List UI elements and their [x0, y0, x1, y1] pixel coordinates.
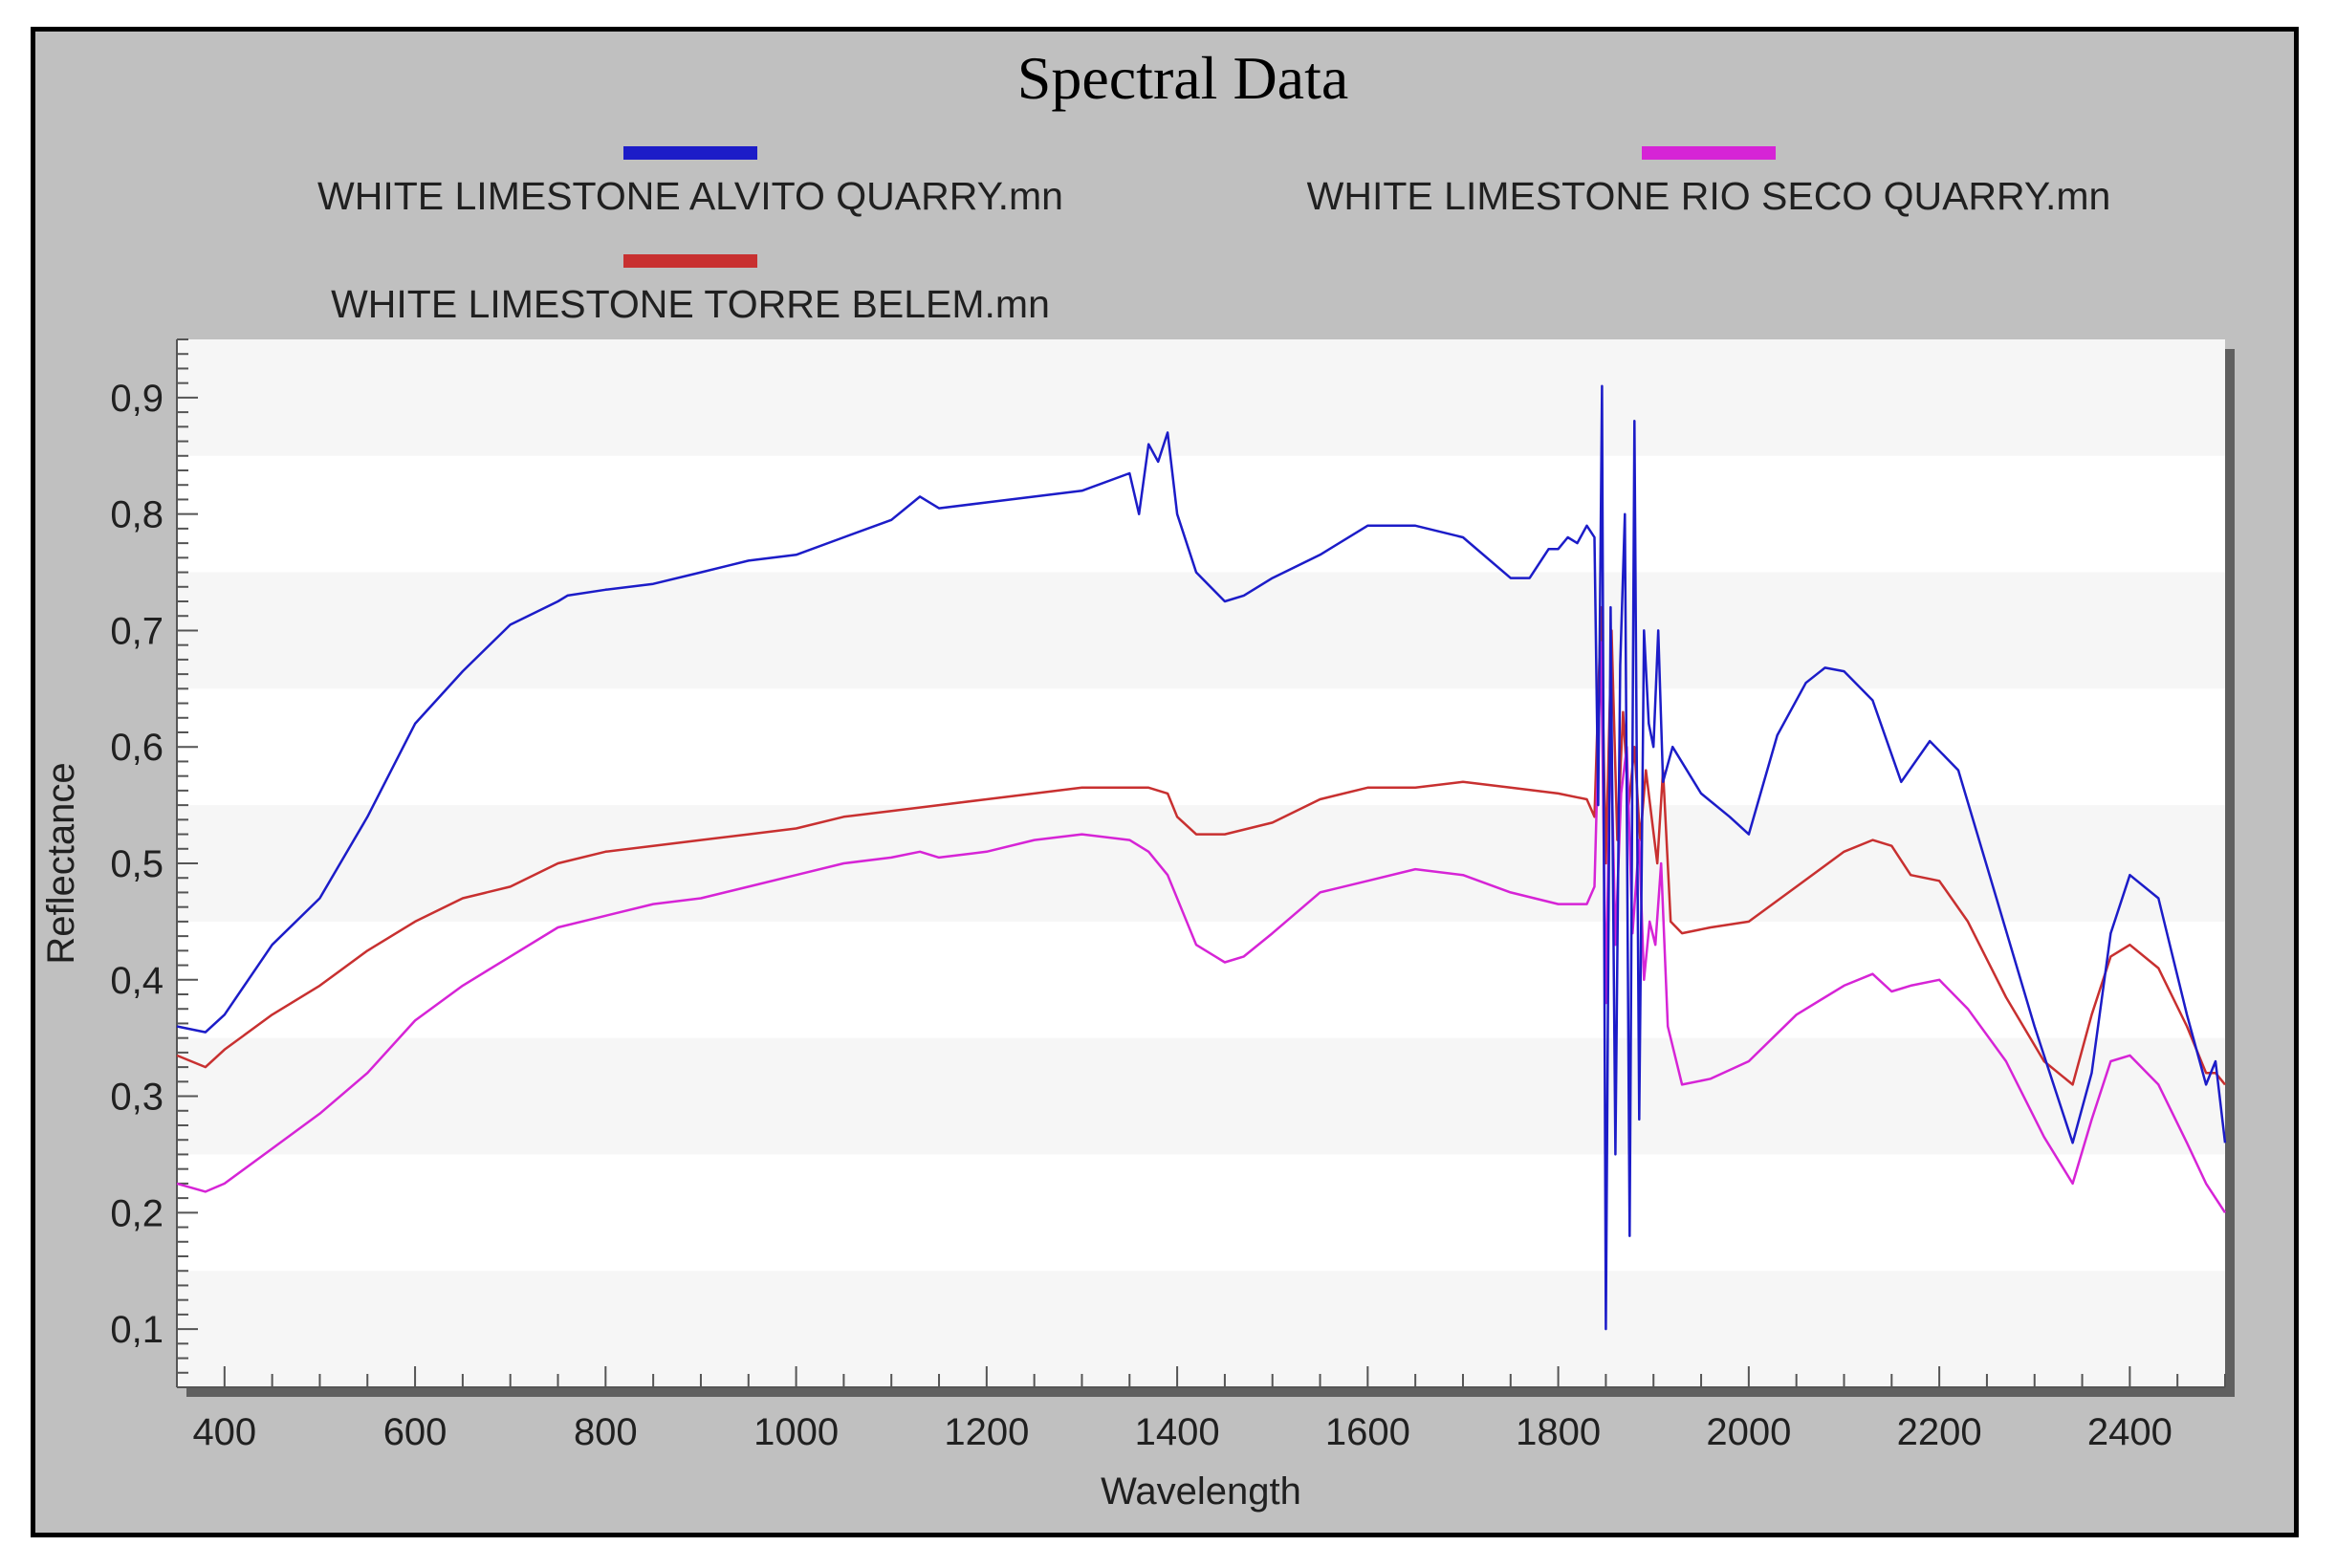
legend-label: WHITE LIMESTONE TORRE BELEM.mn	[331, 282, 1050, 326]
chart-frame: Spectral Data WHITE LIMESTONE ALVITO QUA…	[31, 27, 2299, 1537]
legend-label: WHITE LIMESTONE ALVITO QUARRY.mn	[317, 174, 1063, 218]
x-tick-label: 2000	[1706, 1411, 1791, 1453]
tick-labels: 0,1 0,2 0,3 0,4 0,5 0,6 0,7 0,8 0,9 400 600 800 1000…	[110, 378, 2172, 1453]
grid-band	[177, 1271, 2225, 1387]
x-tick-label: 600	[383, 1411, 448, 1453]
y-tick-label: 0,2	[110, 1192, 164, 1234]
x-tick-label: 1000	[753, 1411, 839, 1453]
grid-bands	[177, 339, 2225, 1387]
y-axis-label: Reflectance	[40, 762, 82, 964]
x-axis-label: Wavelength	[1101, 1470, 1301, 1513]
grid-band	[177, 1037, 2225, 1155]
legend-entry: WHITE LIMESTONE RIO SECO QUARRY.mn	[1307, 146, 2111, 218]
legend-swatch	[623, 254, 757, 268]
y-tick-label: 0,7	[110, 610, 164, 652]
y-tick-label: 0,5	[110, 843, 164, 885]
series-line	[176, 641, 2227, 1213]
y-tick-label: 0,3	[110, 1077, 164, 1119]
x-tick-label: 1600	[1325, 1411, 1410, 1453]
series-line	[176, 605, 2226, 1086]
legend-swatch	[1642, 146, 1776, 160]
x-tick-label: 1400	[1135, 1411, 1220, 1453]
x-tick-label: 2400	[2087, 1411, 2172, 1453]
chart-title: Spectral Data	[1017, 44, 1349, 112]
legend-label: WHITE LIMESTONE RIO SECO QUARRY.mn	[1307, 174, 2111, 218]
x-tick-label: 1200	[944, 1411, 1029, 1453]
legend-swatch	[623, 146, 757, 160]
y-tick-label: 0,9	[110, 378, 164, 420]
legend: WHITE LIMESTONE ALVITO QUARRY.mn WHITE L…	[317, 146, 2110, 326]
x-tick-label: 800	[574, 1411, 638, 1453]
grid-band	[177, 339, 2225, 456]
grid-band	[177, 572, 2225, 689]
x-tick-label: 2200	[1897, 1411, 1982, 1453]
y-tick-label: 0,8	[110, 494, 164, 536]
grid-band	[177, 805, 2225, 922]
y-tick-label: 0,1	[110, 1309, 164, 1351]
series-line	[176, 384, 2227, 1331]
y-tick-label: 0,6	[110, 727, 164, 769]
x-tick-label: 400	[192, 1411, 256, 1453]
x-tick-label: 1800	[1516, 1411, 1601, 1453]
y-tick-label: 0,4	[110, 960, 164, 1002]
chart: Spectral Data WHITE LIMESTONE ALVITO QUA…	[40, 44, 2235, 1513]
series-lines	[176, 384, 2227, 1331]
legend-entry: WHITE LIMESTONE ALVITO QUARRY.mn	[317, 146, 1063, 218]
legend-entry: WHITE LIMESTONE TORRE BELEM.mn	[331, 254, 1050, 326]
axes	[176, 338, 2226, 1388]
